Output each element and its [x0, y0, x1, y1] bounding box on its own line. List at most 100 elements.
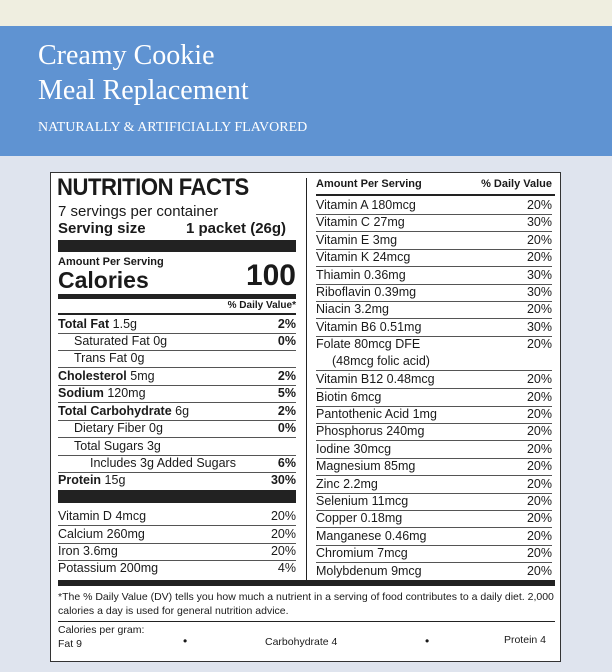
nutrient-name: Manganese — [316, 528, 382, 543]
nutrient-row: Phosphorus 240mg — [316, 423, 424, 440]
nutrient-amount: 260mg — [106, 527, 145, 541]
daily-value: 20% — [526, 459, 552, 474]
row-rule — [58, 333, 296, 334]
nutrient-amount: 1mg — [412, 407, 437, 421]
daily-value: 30% — [270, 473, 296, 487]
nutrient-name: Phosphorus — [316, 424, 383, 439]
nutrient-amount: 80mcg DFE — [354, 337, 421, 352]
nutrient-name: Total Fat — [58, 317, 110, 331]
nutrient-row: Saturated Fat 0g — [74, 333, 167, 350]
nutrient-amount: 4mcg — [115, 509, 147, 523]
nutrient-amount: 85mg — [384, 459, 416, 474]
nutrient-amount: 3.2mg — [354, 302, 389, 317]
row-rule — [58, 385, 296, 386]
nutrient-row: Total Sugars 3g — [74, 438, 161, 455]
nutrient-name: Total Sugars — [74, 439, 144, 453]
row-rule — [316, 335, 552, 337]
daily-value: 2% — [277, 369, 296, 383]
daily-value: 30% — [526, 215, 552, 230]
nutrient-name: Protein — [58, 473, 102, 487]
calories-label: Calories — [58, 267, 149, 293]
nutrient-name: Zinc — [316, 476, 340, 491]
daily-value: 0% — [277, 334, 296, 348]
row-rule — [58, 367, 296, 368]
nutrient-name: Pantothenic Acid — [316, 407, 410, 421]
nutrient-row: Vitamin B6 0.51mg — [316, 319, 421, 336]
row-rule — [316, 266, 552, 268]
nutrient-row: Vitamin K 24mcg — [316, 249, 410, 266]
nutrient-amount: 27mg — [373, 215, 405, 230]
nutrient-row: Folate 80mcg DFE — [316, 336, 420, 353]
row-rule — [316, 214, 552, 215]
daily-value: 5% — [277, 386, 296, 400]
daily-value: 20% — [526, 232, 552, 247]
rule — [58, 313, 296, 315]
nutrient-amount: 3g — [146, 439, 161, 453]
row-rule — [58, 543, 296, 544]
nutrient-name: Sodium — [58, 386, 104, 400]
nutrient-name: Trans Fat — [74, 351, 128, 365]
row-rule — [58, 455, 296, 456]
nutrient-name: Magnesium — [316, 459, 381, 474]
nutrient-amount: 0.46mg — [384, 528, 427, 543]
nutrient-row: Vitamin E 3mg — [316, 232, 397, 249]
nutrient-row: Manganese 0.46mg — [316, 528, 427, 545]
footnote: *The % Daily Value (DV) tells you how mu… — [58, 591, 554, 617]
row-rule — [58, 402, 296, 403]
fat-per-gram: Fat 9 — [58, 638, 82, 650]
daily-value: 20% — [526, 476, 552, 491]
daily-value: 20% — [526, 494, 552, 508]
daily-value: 30% — [526, 267, 552, 282]
nutrient-amount: 200mg — [119, 561, 159, 575]
daily-value: 20% — [526, 337, 552, 352]
nutrient-amount: 2.2mg — [343, 476, 378, 491]
nutrient-amount: 7mcg — [377, 546, 408, 561]
nutrient-row: Magnesium 85mg — [316, 458, 415, 475]
thick-rule — [58, 490, 296, 503]
daily-value: 20% — [526, 546, 552, 561]
nutrient-amount: 0.51mg — [379, 319, 422, 334]
daily-value: 20% — [526, 407, 552, 421]
nutrient-amount: 3.6mg — [83, 544, 118, 558]
nutrient-amount: 15g — [104, 473, 126, 487]
nutrient-name: Total Carbohydrate — [58, 404, 172, 418]
row-rule — [316, 248, 552, 250]
nutrient-amount: 9mcg — [391, 563, 422, 578]
nutrient-amount: 240mg — [386, 424, 425, 439]
thick-rule — [58, 240, 296, 252]
daily-value: 0% — [277, 421, 296, 435]
row-rule — [58, 350, 296, 351]
nutrient-row: Dietary Fiber 0g — [74, 420, 163, 437]
row-rule — [316, 301, 552, 302]
nutrient-amount: 0.36mg — [363, 267, 406, 282]
nutrient-row: Biotin 6mcg — [316, 389, 381, 406]
daily-value: 20% — [526, 441, 552, 456]
right-amount-header: Amount Per Serving — [316, 178, 422, 190]
rule — [316, 194, 555, 196]
row-rule — [58, 420, 296, 421]
nutrient-name: Vitamin C — [316, 215, 370, 230]
row-rule — [316, 562, 552, 564]
nutrient-name: Chromium — [316, 546, 374, 561]
nutrient-name: Cholesterol — [58, 369, 127, 383]
daily-value: 20% — [270, 527, 296, 541]
nutrient-row: Vitamin D 4mcg — [58, 508, 146, 525]
nutrient-row: Selenium 11mcg — [316, 493, 408, 510]
nutrient-name: Dietary Fiber — [74, 421, 146, 435]
nutrient-row: Pantothenic Acid 1mg — [316, 406, 437, 423]
nutrient-name: Vitamin D — [58, 509, 112, 523]
row-rule — [316, 492, 552, 494]
row-rule — [316, 475, 552, 477]
row-rule — [58, 560, 296, 561]
nutrient-row: Zinc 2.2mg — [316, 476, 378, 493]
nutrient-amount: 1.5g — [112, 317, 137, 331]
row-rule — [316, 231, 552, 233]
product-title: Creamy Cookie — [38, 40, 215, 71]
nutrient-row: Calcium 260mg — [58, 526, 145, 543]
nutrient-name: Vitamin K — [316, 250, 370, 265]
nutrient-name: Potassium — [58, 561, 117, 575]
row-rule — [58, 525, 296, 526]
row-rule — [316, 423, 552, 424]
daily-value: 20% — [526, 250, 552, 265]
nutrient-row: Cholesterol 5mg — [58, 368, 155, 385]
